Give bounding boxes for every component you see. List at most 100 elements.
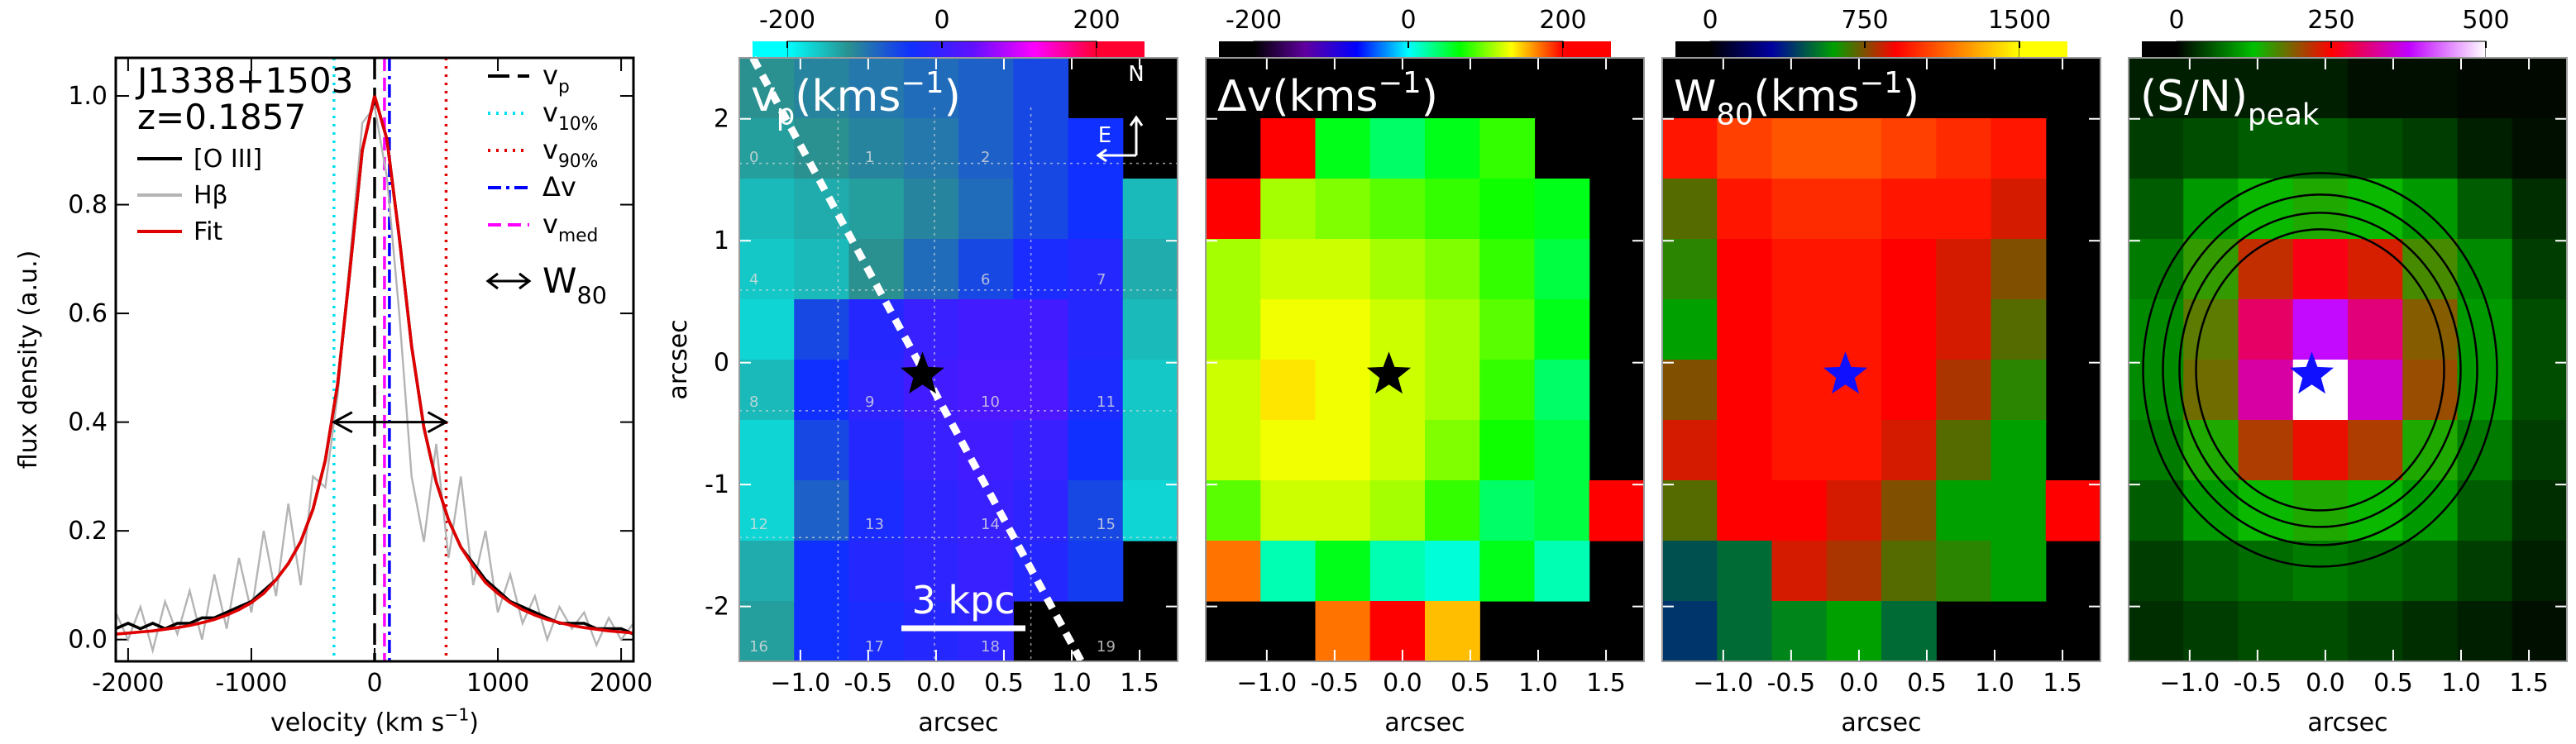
legend-label-part: 90% bbox=[558, 151, 598, 172]
map-pixel bbox=[2238, 480, 2294, 541]
map-pixel bbox=[1425, 360, 1480, 421]
bin-label: 10 bbox=[981, 393, 1000, 411]
map-pixel bbox=[2183, 541, 2239, 602]
bin-label: 18 bbox=[981, 638, 1000, 656]
y-axis-label-part: flux density (a.u.) bbox=[14, 250, 43, 470]
bin-label: 11 bbox=[1097, 393, 1116, 411]
x-axis-label-part: ) bbox=[469, 708, 479, 737]
map-title-part: −1 bbox=[901, 66, 944, 100]
map-pixel bbox=[958, 480, 1014, 541]
map-pixel bbox=[2292, 299, 2349, 360]
legend-label-part: Δv bbox=[542, 171, 576, 203]
map-pixel bbox=[1771, 239, 1828, 300]
x-tick-label: 1.5 bbox=[2509, 669, 2549, 698]
colorbar-pad bbox=[753, 41, 787, 58]
map-pixel bbox=[2511, 118, 2568, 179]
compass-label: E bbox=[1098, 123, 1111, 148]
x-axis-label-part: −1 bbox=[444, 704, 469, 724]
map-pixel bbox=[958, 58, 1014, 119]
map-pixel bbox=[958, 118, 1014, 179]
map-pixel bbox=[2457, 299, 2513, 360]
map-title-part: (kms bbox=[1753, 72, 1859, 122]
colorbar-tick-label: 200 bbox=[1539, 6, 1586, 35]
map-pixel bbox=[1826, 179, 1882, 240]
map-pixel bbox=[1534, 541, 1590, 602]
x-tick-label: 0.5 bbox=[984, 669, 1024, 698]
map-pixel bbox=[1068, 299, 1124, 360]
map-title: (S/N)peak bbox=[2140, 72, 2320, 132]
map-pixel bbox=[2402, 360, 2459, 421]
map-pixel bbox=[2402, 58, 2459, 119]
map-pixel bbox=[2292, 239, 2349, 300]
legend-label: Hβ bbox=[194, 181, 228, 210]
map-pixel bbox=[1717, 601, 1773, 662]
colorbar-pad bbox=[1675, 41, 1710, 58]
legend-label-part: 10% bbox=[558, 114, 598, 135]
map-pixel bbox=[2511, 239, 2568, 300]
map-pixel bbox=[1881, 299, 1937, 360]
map-pixel bbox=[1826, 299, 1882, 360]
x-tick-label: 0 bbox=[366, 669, 382, 698]
map-pixel bbox=[903, 420, 959, 481]
map-pixel bbox=[1425, 541, 1480, 602]
map-pixel bbox=[1315, 299, 1371, 360]
map-pixel bbox=[2457, 480, 2513, 541]
colorbar-tick-label: -200 bbox=[759, 6, 815, 35]
map-pixel bbox=[2402, 601, 2459, 662]
map-pixel bbox=[2183, 58, 2239, 119]
y-tick-label: 0.6 bbox=[68, 299, 108, 328]
map-pixel bbox=[2129, 601, 2184, 662]
bin-label: 4 bbox=[749, 271, 758, 289]
map-pixel bbox=[2511, 480, 2568, 541]
x-tick-label: −1.0 bbox=[1236, 669, 1297, 698]
map-pixel bbox=[1991, 118, 2047, 179]
map-frame bbox=[1205, 57, 1645, 662]
map-pixel bbox=[848, 420, 905, 481]
map-pixel bbox=[1369, 541, 1426, 602]
map-title: Δv(kms−1) bbox=[1217, 66, 1438, 122]
map-pixel bbox=[903, 58, 959, 119]
map-pixel bbox=[1881, 480, 1937, 541]
map-pixel bbox=[2348, 58, 2403, 119]
map-pixel bbox=[1068, 118, 1124, 179]
legend-label-part: p bbox=[558, 77, 570, 98]
map-pixel bbox=[2183, 360, 2239, 421]
map-pixel bbox=[1206, 360, 1261, 421]
x-tick-label: 0.0 bbox=[916, 669, 956, 698]
map-pixel bbox=[1662, 420, 1718, 481]
map-pixel bbox=[739, 58, 795, 119]
compass-label: N bbox=[1128, 62, 1144, 87]
map-pixel bbox=[739, 541, 795, 602]
y-tick-label: 2 bbox=[714, 105, 729, 134]
map-pixel bbox=[2183, 118, 2239, 179]
map-pixel bbox=[2348, 118, 2403, 179]
map-pixel bbox=[1260, 239, 1317, 300]
map-pixel bbox=[1206, 480, 1261, 541]
map-pixel bbox=[2129, 541, 2184, 602]
map-pixel bbox=[848, 480, 905, 541]
map-pixel bbox=[848, 179, 905, 240]
map-pixel bbox=[1315, 360, 1371, 421]
map-pixel bbox=[1068, 239, 1124, 300]
map-pixel bbox=[1662, 179, 1718, 240]
map-pixel bbox=[1260, 299, 1317, 360]
map-pixel bbox=[903, 179, 959, 240]
spectrum-line bbox=[116, 95, 633, 636]
x-tick-label: -1000 bbox=[215, 669, 287, 698]
map-pixel bbox=[1260, 541, 1317, 602]
bin-label: 2 bbox=[981, 149, 990, 166]
map-pixel bbox=[739, 420, 795, 481]
colorbar-tick-label: 250 bbox=[2307, 6, 2354, 35]
map-pixel bbox=[848, 118, 905, 179]
colorbar-tick-label: 0 bbox=[1702, 6, 1718, 35]
colorbar-tick-label: 500 bbox=[2462, 6, 2509, 35]
map-pixel bbox=[1369, 299, 1426, 360]
map-pixel bbox=[1479, 420, 1536, 481]
map-pixel bbox=[1013, 360, 1069, 421]
map-title-part: −1 bbox=[1860, 66, 1903, 100]
map-pixel bbox=[739, 299, 795, 360]
map-title-part: (kms bbox=[795, 72, 901, 122]
map-pixel bbox=[2511, 541, 2568, 602]
map-pixel bbox=[794, 299, 850, 360]
